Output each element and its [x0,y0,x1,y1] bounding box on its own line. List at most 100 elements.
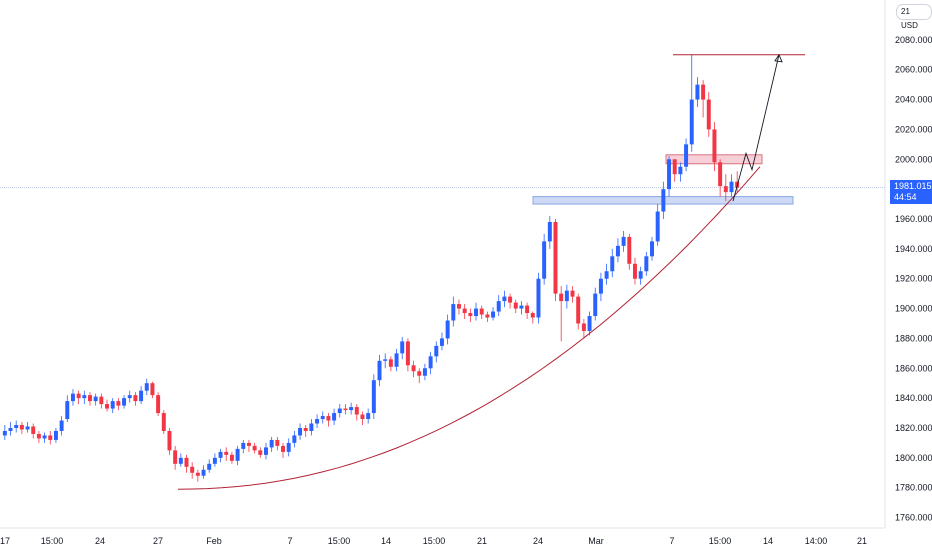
candle-up[interactable] [320,416,325,420]
candle-up[interactable] [269,439,274,448]
candle-down[interactable] [105,404,110,409]
candle-up[interactable] [42,435,47,439]
candle-up[interactable] [644,256,649,272]
candle-up[interactable] [445,320,450,339]
candle-down[interactable] [190,466,195,473]
candle-down[interactable] [156,395,161,414]
candle-up[interactable] [536,278,541,318]
candle-down[interactable] [513,302,518,309]
candle-up[interactable] [615,245,620,257]
candle-up[interactable] [519,305,524,309]
candle-down[interactable] [462,308,467,314]
candle-up[interactable] [309,423,314,431]
candle-down[interactable] [275,439,280,446]
candle-down[interactable] [417,371,422,376]
candle-down[interactable] [343,408,348,411]
candle-up[interactable] [422,368,427,376]
candle-up[interactable] [201,469,206,476]
candle-up[interactable] [70,393,75,402]
candle-down[interactable] [184,457,189,467]
candle-down[interactable] [303,427,308,431]
candle-up[interactable] [564,290,569,302]
candle-up[interactable] [93,396,98,402]
currency-selector[interactable]: 21 USD [896,4,932,30]
candle-down[interactable] [411,365,416,372]
candle-up[interactable] [650,241,654,257]
candle-down[interactable] [485,314,490,318]
candle-down[interactable] [718,162,723,187]
parabolic-trendline[interactable] [177,166,761,490]
candle-up[interactable] [218,451,223,458]
candle-up[interactable] [655,211,660,242]
candle-up[interactable] [298,427,303,436]
candle-up[interactable] [212,457,217,464]
candle-up[interactable] [235,448,240,461]
candle-down[interactable] [36,433,41,439]
candle-up[interactable] [394,353,399,367]
candle-down[interactable] [281,445,285,452]
candle-up[interactable] [661,189,666,212]
candle-down[interactable] [706,99,711,130]
time-axis[interactable]: 17 15:00 24 27 Feb 7 15:00 14 15:00 21 24 Mar 7 15:00… [0,536,867,546]
candle-down[interactable] [252,445,257,451]
candle-up[interactable] [139,390,144,402]
projection-arrow-path[interactable] [732,54,780,202]
candle-up[interactable] [587,316,592,331]
candle-up[interactable] [286,442,291,452]
candle-down[interactable] [76,393,81,399]
candle-down[interactable] [195,472,200,476]
candle-up[interactable] [502,296,507,302]
candle-up[interactable] [542,241,547,279]
candle-down[interactable] [161,413,166,431]
candle-down[interactable] [405,341,410,366]
candle-down[interactable] [576,296,581,324]
candle-up[interactable] [337,408,342,414]
candle-up[interactable] [241,442,246,449]
candle-up[interactable] [451,304,456,321]
candle-down[interactable] [530,313,535,318]
candle-up[interactable] [547,221,552,242]
candle-down[interactable] [525,305,530,314]
candle-down[interactable] [570,290,575,297]
candle-up[interactable] [82,395,87,399]
candle-up[interactable] [621,236,626,246]
candle-up[interactable] [371,380,376,414]
candle-down[interactable] [672,159,677,175]
candle-up[interactable] [383,359,388,361]
candle-down[interactable] [508,296,513,303]
candle-up[interactable] [695,84,700,100]
candle-down[interactable] [150,383,155,396]
candle-up[interactable] [439,338,444,346]
candle-down[interactable] [88,395,92,402]
candle-down[interactable] [479,308,484,315]
candle-up[interactable] [65,401,70,420]
candle-down[interactable] [632,263,637,279]
candle-up[interactable] [496,301,501,312]
candle-down[interactable] [553,221,558,294]
candle-up[interactable] [400,341,405,354]
candle-down[interactable] [468,313,473,317]
candle-up[interactable] [349,407,354,411]
candle-up[interactable] [729,181,734,193]
candle-up[interactable] [332,413,337,421]
candle-up[interactable] [598,278,603,294]
candle-down[interactable] [701,84,706,100]
candle-up[interactable] [604,271,609,279]
candle-up[interactable] [434,345,439,357]
candle-down[interactable] [627,236,632,264]
candle-down[interactable] [360,414,365,420]
candle-down[interactable] [224,451,229,455]
candle-down[interactable] [99,396,104,405]
candle-up[interactable] [667,159,672,190]
candle-up[interactable] [689,99,694,145]
candle-down[interactable] [167,430,172,451]
candle-up[interactable] [53,430,58,440]
candle-up[interactable] [366,413,371,420]
candle-up[interactable] [474,308,479,317]
candle-down[interactable] [712,129,717,163]
candle-down[interactable] [258,450,263,455]
candle-up[interactable] [263,447,268,455]
candle-down[interactable] [19,424,24,430]
candle-up[interactable] [377,360,382,381]
